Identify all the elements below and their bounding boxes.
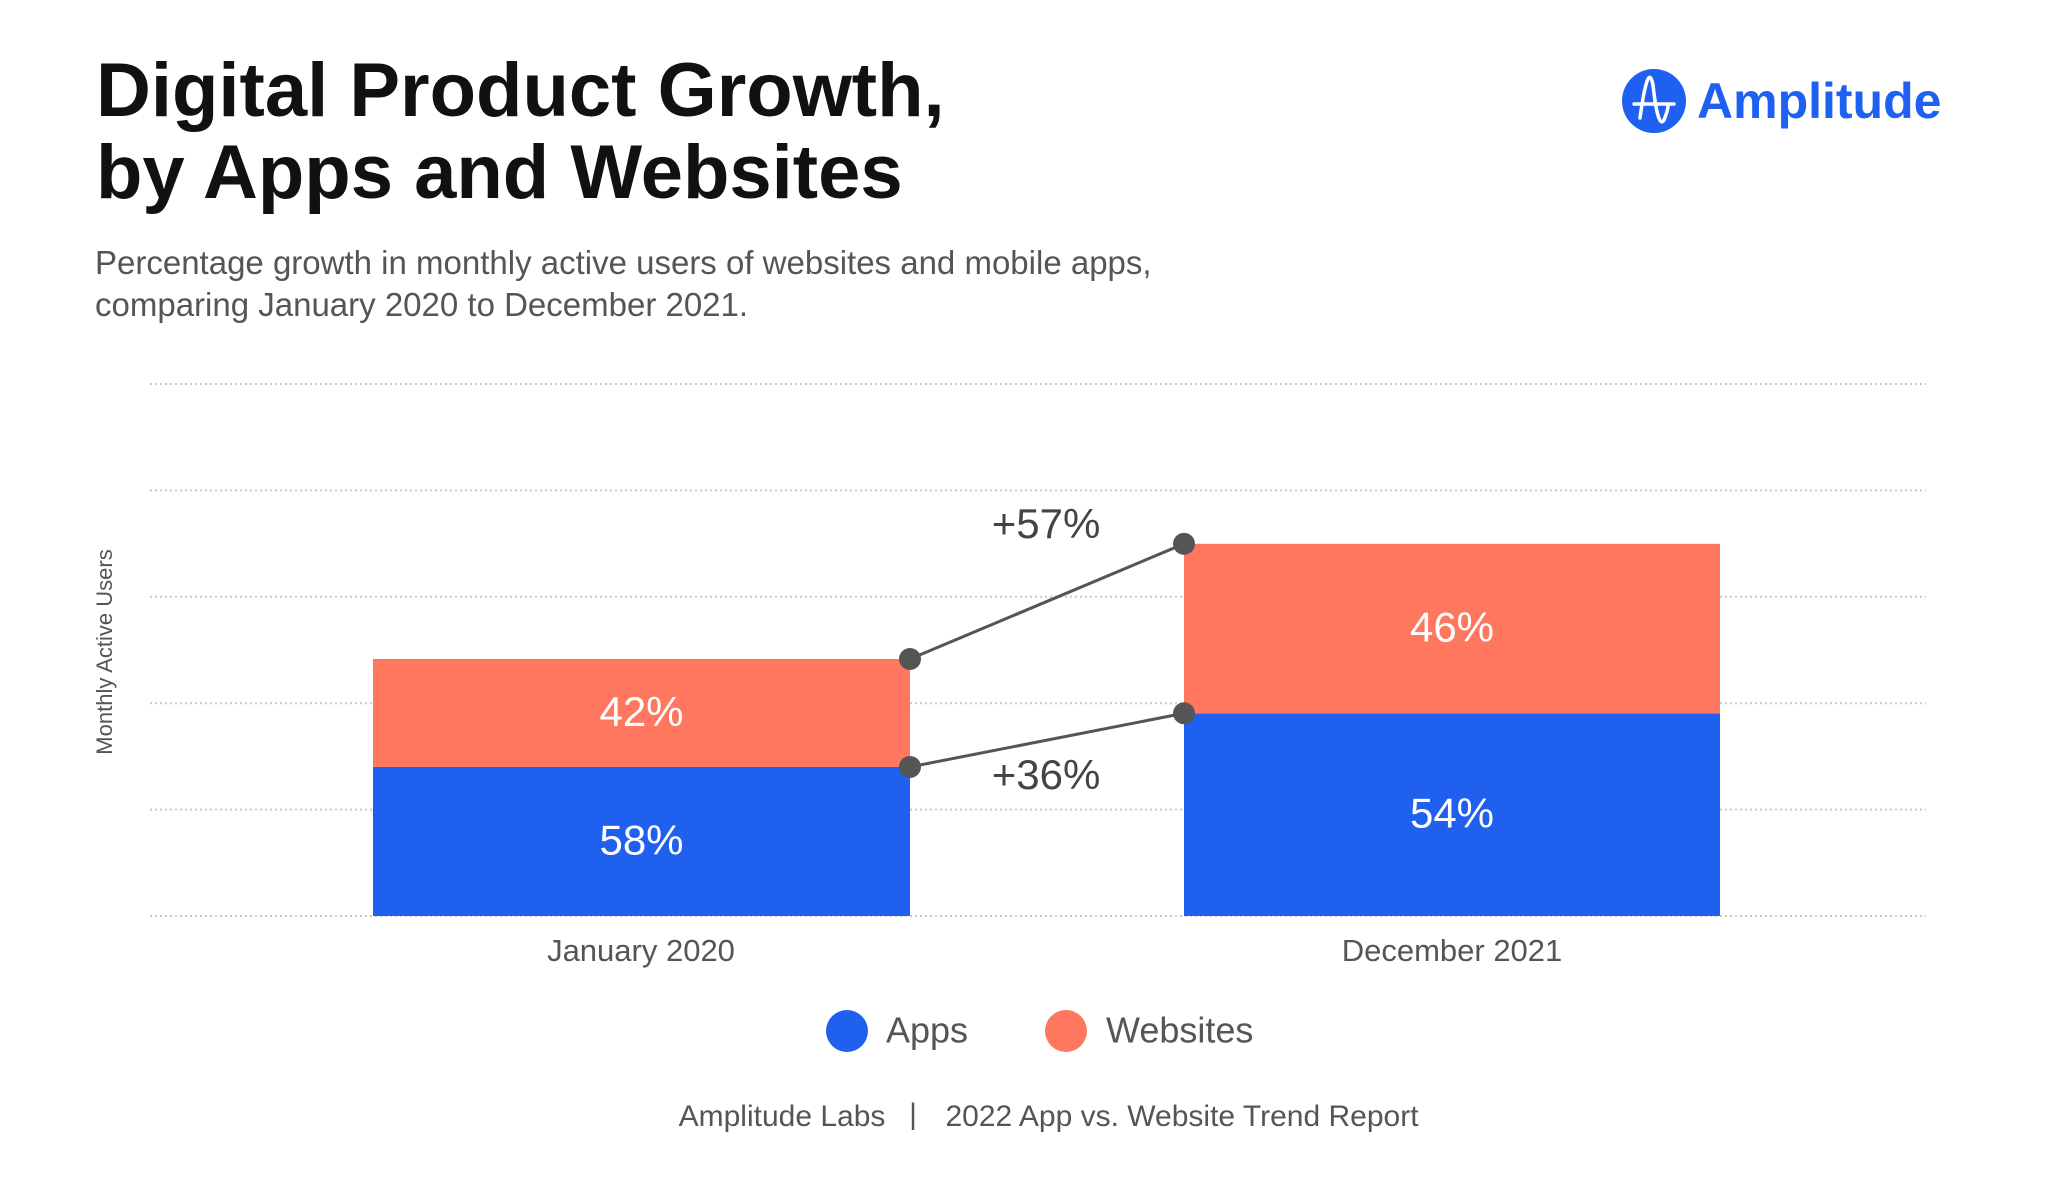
connector-line-apps (909, 711, 1185, 769)
legend-swatch-apps (826, 1010, 868, 1052)
legend: Apps Websites (826, 1010, 1253, 1052)
amplitude-logo-text: Amplitude (1697, 73, 1941, 129)
y-axis-label: Monthly Active Users (92, 549, 117, 754)
growth-connectors (899, 532, 1195, 778)
bar-apps-0 (373, 766, 910, 916)
x-tick-label-jan-2020: January 2020 (547, 933, 735, 968)
footer-separator: | (909, 1098, 917, 1131)
data-label-apps-1: 54% (1410, 790, 1494, 837)
bar-apps-1 (1184, 713, 1720, 916)
footer-source: Amplitude Labs (679, 1100, 886, 1133)
data-label-websites-1: 46% (1410, 604, 1494, 651)
growth-label-apps: +36% (992, 751, 1101, 798)
legend-label-apps: Apps (886, 1010, 968, 1051)
legend-swatch-websites (1045, 1010, 1087, 1052)
x-tick-label-dec-2021: December 2021 (1342, 933, 1563, 968)
chart-subtitle-line-2: comparing January 2020 to December 2021. (95, 286, 748, 323)
data-label-apps-0: 58% (599, 817, 683, 864)
amplitude-logo: Amplitude (1622, 69, 1941, 133)
chart-title-line-2: by Apps and Websites (96, 130, 903, 215)
legend-label-websites: Websites (1106, 1010, 1253, 1051)
chart-subtitle-line-1: Percentage growth in monthly active user… (95, 244, 1152, 281)
bar-websites-1 (1184, 543, 1720, 714)
connector-dot-websites-start (899, 648, 921, 670)
connector-dot-apps-start (899, 755, 921, 778)
bar-websites-0 (373, 659, 910, 767)
connector-line-websites (909, 542, 1185, 661)
connector-dot-websites-end (1173, 532, 1195, 555)
growth-label-websites: +57% (992, 500, 1101, 547)
bars: 58% 42% 54% 46% (373, 543, 1720, 916)
connector-dot-apps-end (1173, 702, 1195, 725)
footer: Amplitude Labs | 2022 App vs. Website Tr… (679, 1098, 1420, 1133)
chart-title-line-1: Digital Product Growth, (96, 48, 945, 133)
data-label-websites-0: 42% (599, 688, 683, 735)
footer-report: 2022 App vs. Website Trend Report (945, 1100, 1419, 1133)
